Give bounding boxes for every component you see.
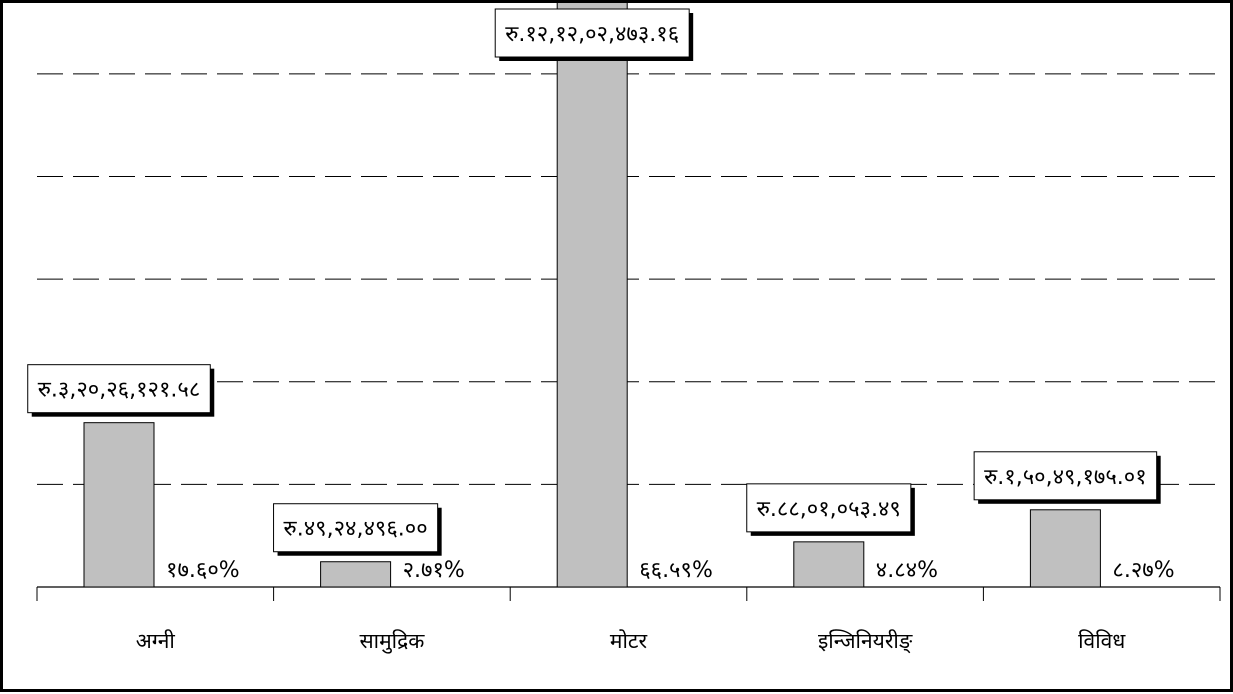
value-label-box: रु.३,२०,२६,१२१.५८ [27,364,215,417]
value-label-frame [973,451,1158,501]
value-label: रु.८८,०१,०५३.४९ [757,497,901,522]
bar-chart: १७.६०% २.७१% ६६.५९% ४.८४% ८.२७% रु.३,२०,२६,१… [27,0,1221,654]
bars [83,0,1101,588]
value-label-frame [273,503,439,553]
percent-labels: १७.६०% २.७१% ६६.५९% ४.८४% ८.२७% [166,558,1175,583]
value-label: रु.१,५०,४९,१७५.०१ [984,465,1147,490]
percent-label: २.७१% [403,558,465,583]
value-label-box: रु.१२,१२,०२,४७३.१६ [494,8,694,61]
category-label: इन्जिनियरीङ् [818,629,913,654]
x-axis-ticks [36,587,1221,601]
bar [1029,509,1101,588]
percent-label: ८.२७% [1112,558,1174,583]
value-label-box: रु.४९,२४,४९६.०० [273,503,442,556]
value-label: रु.४९,२४,४९६.०० [284,517,428,542]
gridlines [37,73,1220,485]
value-labels: रु.३,२०,२६,१२१.५८ रु.४९,२४,४९६.०० रु.१२,१२… [27,8,1161,556]
value-label-frame [494,8,690,58]
category-label: विविध [1078,629,1126,653]
bar [83,422,155,588]
value-label-box: रु.८८,०१,०५३.४९ [746,483,915,536]
percent-label: ६६.५९% [639,558,713,583]
value-label-frame [27,364,211,414]
category-labels: अग्नी सामुद्रिक मोटर इन्जिनियरीङ् विविध [136,629,1127,654]
value-label: रु.१२,१२,०२,४७३.१६ [505,22,679,47]
value-label-box: रु.१,५०,४९,१७५.०१ [973,451,1161,504]
category-label: मोटर [610,629,648,653]
bar [556,0,628,588]
percent-label: १७.६०% [166,558,240,583]
value-label-frame [746,483,912,533]
percent-label: ४.८४% [876,558,938,583]
category-label: अग्नी [136,629,176,653]
bar [793,541,865,588]
category-label: सामुद्रिक [359,629,425,654]
value-label: रु.३,२०,२६,१२१.५८ [38,378,201,403]
bar [320,561,392,588]
